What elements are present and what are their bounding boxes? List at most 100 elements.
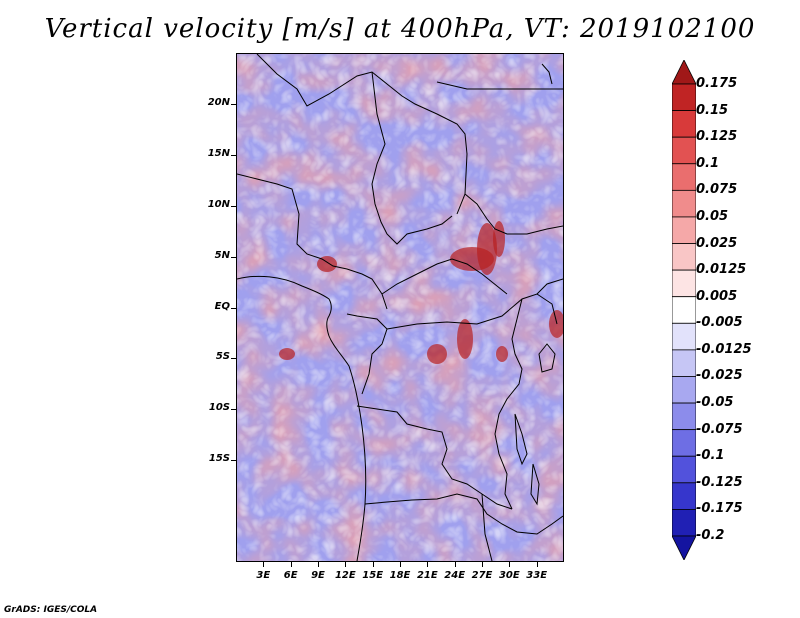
colorbar-label: -0.0125	[696, 341, 752, 357]
lon-tick	[291, 562, 292, 567]
colorbar-segment-17	[672, 509, 696, 537]
lon-tick	[482, 562, 483, 567]
chart-title: Vertical velocity [m/s] at 400hPa, VT: 2…	[44, 14, 756, 44]
colorbar-segment-10	[672, 322, 696, 351]
colorbar-segment-6	[672, 216, 696, 244]
lat-label-15n: 15N	[207, 147, 230, 159]
lat-label-10s: 10S	[208, 402, 230, 414]
lon-tick	[373, 562, 374, 567]
lon-label-21e: 21E	[416, 570, 438, 581]
border-car	[381, 258, 508, 295]
texture-overlay	[237, 54, 563, 561]
border-drc-north	[386, 293, 558, 330]
lat-label-10n: 10N	[207, 198, 230, 210]
colorbar-segment-7	[672, 243, 696, 271]
colorbar-segment-15	[672, 455, 696, 484]
lon-tick	[318, 562, 319, 567]
colorbar-label: 0.175	[696, 76, 738, 91]
hotspot-2	[493, 221, 505, 257]
border-zambia	[481, 493, 493, 561]
hotspot-8	[496, 346, 508, 362]
lat-label-5s: 5S	[215, 351, 230, 363]
lon-tick	[537, 562, 538, 567]
lake-tanganyika	[514, 413, 528, 466]
colorbar-segment-16	[672, 482, 696, 510]
colorbar-label: -0.125	[696, 474, 743, 490]
lon-tick	[345, 562, 346, 567]
colorbar-segment-8	[672, 269, 696, 298]
colorbar-label: 0.15	[696, 102, 729, 118]
hotspot-7	[549, 310, 563, 338]
colorbar-label: -0.025	[696, 368, 743, 384]
coastline-west	[237, 275, 367, 561]
lon-label-30e: 30E	[498, 570, 520, 581]
lake-malawi	[530, 463, 540, 506]
lon-label-27e: 27E	[471, 570, 493, 581]
border-drc-east	[494, 298, 523, 510]
lat-tick	[231, 257, 236, 258]
lon-label-6e: 6E	[283, 570, 298, 581]
colorbar-segment-4	[672, 163, 696, 191]
lat-label-15s: 15S	[208, 453, 230, 465]
hotspot-6	[317, 256, 337, 272]
hotspot-5	[279, 348, 295, 360]
strong-ascent-areas	[279, 221, 563, 364]
border-south	[364, 493, 563, 535]
border-congo	[346, 313, 388, 395]
lon-label-12e: 12E	[334, 570, 356, 581]
coast-redsea	[541, 63, 553, 85]
colorbar-segment-13	[672, 402, 696, 431]
lon-label-9e: 9E	[311, 570, 325, 581]
border-north	[256, 54, 468, 215]
lat-label-5n: 5N	[214, 249, 230, 261]
colorbar-segment-14	[672, 429, 696, 457]
lat-tick	[231, 409, 236, 410]
lon-label-33e: 33E	[526, 570, 548, 581]
lat-tick	[231, 460, 236, 461]
colorbar-segment-3	[672, 136, 696, 165]
hotspot-1	[477, 223, 497, 275]
colorbar-segment-11	[672, 349, 696, 377]
lat-tick	[231, 155, 236, 156]
colorbar-segment-18	[672, 535, 696, 560]
map-panel	[236, 53, 564, 562]
lon-tick	[427, 562, 428, 567]
lon-tick	[400, 562, 401, 567]
lon-label-3e: 3E	[256, 570, 271, 581]
border-egypt	[436, 81, 563, 90]
hotspot-3	[457, 319, 473, 359]
colorbar-label: -0.1	[696, 448, 725, 464]
colorbar-label: -0.05	[696, 395, 734, 411]
colorbar-label: 0.0125	[696, 262, 747, 278]
colorbar-segment-12	[672, 376, 696, 404]
lat-label-20n: 20N	[207, 96, 230, 108]
lon-label-18e: 18E	[389, 570, 411, 581]
border-chad	[371, 71, 453, 245]
colorbar-segment-2	[672, 110, 696, 138]
lon-tick	[263, 562, 264, 567]
colorbar-segment-1	[672, 83, 696, 111]
colorbar-label: -0.075	[696, 421, 743, 437]
lon-label-24e: 24E	[444, 570, 466, 581]
colorbar-segment-9	[672, 296, 696, 324]
grads-credit: GrADS: IGES/COLA	[4, 605, 98, 615]
colorbar-label: -0.2	[696, 528, 725, 543]
colorbar-label: -0.005	[696, 315, 743, 331]
colorbar-segment-5	[672, 189, 696, 218]
border-uganda	[536, 278, 563, 295]
borders	[237, 54, 563, 561]
colorbar-label: 0.005	[696, 288, 738, 304]
hotspot-4	[427, 344, 447, 364]
colorbar-label: 0.025	[696, 235, 738, 251]
lon-label-15e: 15E	[362, 570, 384, 581]
border-nigeria	[237, 173, 388, 310]
colorbar-label: 0.05	[696, 208, 729, 224]
colorbar-segment-0	[672, 60, 696, 85]
lon-tick	[509, 562, 510, 567]
colorbar-label: 0.125	[696, 129, 738, 145]
lon-tick	[455, 562, 456, 567]
lat-label-eq: EQ	[214, 300, 230, 312]
colorbar	[672, 60, 696, 560]
lat-tick	[231, 358, 236, 359]
colorbar-label: -0.175	[696, 501, 743, 517]
